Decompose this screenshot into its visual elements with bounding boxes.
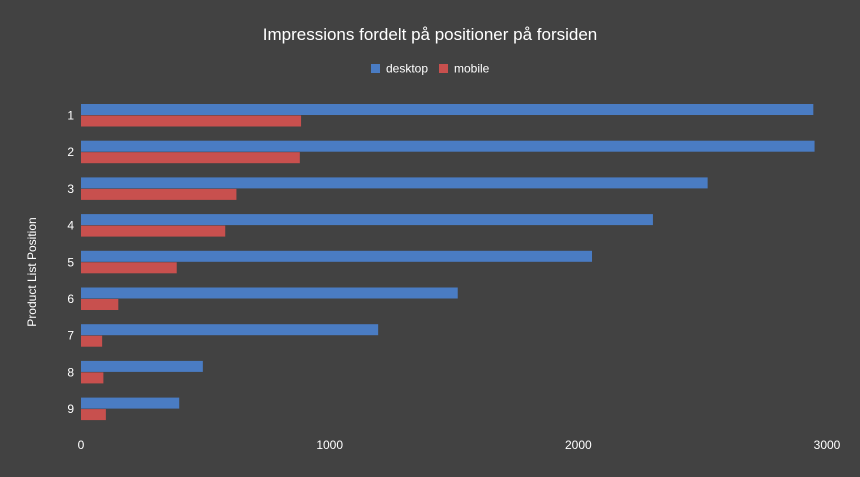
bars-group	[81, 104, 815, 421]
x-tick-label-2000: 2000	[565, 438, 592, 452]
bar-desktop-position-8	[81, 360, 203, 372]
bar-desktop-position-5	[81, 250, 593, 262]
bar-mobile-position-3	[81, 188, 237, 200]
legend-swatch-desktop	[371, 64, 380, 73]
legend-label-mobile: mobile	[454, 62, 490, 76]
bar-mobile-position-8	[81, 372, 104, 384]
y-tick-label-4: 4	[67, 219, 74, 233]
x-tick-label-1000: 1000	[316, 438, 343, 452]
bar-mobile-position-6	[81, 299, 119, 310]
y-tick-label-5: 5	[67, 255, 74, 269]
y-tick-label-7: 7	[67, 329, 74, 343]
legend-label-desktop: desktop	[386, 62, 428, 76]
bar-desktop-position-4	[81, 214, 653, 226]
bar-desktop-position-9	[81, 397, 180, 409]
y-tick-label-1: 1	[67, 109, 74, 123]
chart-title: Impressions fordelt på positioner på for…	[263, 25, 598, 44]
bar-mobile-position-7	[81, 335, 103, 347]
bar-mobile-position-9	[81, 409, 106, 421]
y-tick-labels: 1 2 3 4 5 6 7 8 9	[67, 109, 74, 417]
y-tick-label-6: 6	[67, 292, 74, 306]
y-tick-label-9: 9	[67, 402, 74, 416]
bar-mobile-position-2	[81, 152, 300, 164]
bar-mobile-position-4	[81, 225, 226, 237]
y-axis-title: Product List Position	[25, 217, 39, 326]
legend-swatch-mobile	[439, 64, 448, 73]
bar-mobile-position-5	[81, 262, 177, 274]
bar-mobile-position-1	[81, 115, 302, 127]
y-tick-label-2: 2	[67, 145, 74, 159]
bar-desktop-position-2	[81, 140, 815, 152]
x-tick-labels: 0 1000 2000 3000	[78, 438, 841, 452]
bar-desktop-position-6	[81, 287, 458, 299]
bar-desktop-position-3	[81, 177, 708, 189]
x-tick-label-3000: 3000	[814, 438, 841, 452]
bar-desktop-position-1	[81, 104, 814, 115]
y-tick-label-3: 3	[67, 182, 74, 196]
legend: desktop mobile	[371, 62, 490, 76]
bar-desktop-position-7	[81, 324, 379, 336]
y-tick-label-8: 8	[67, 365, 74, 379]
x-tick-label-0: 0	[78, 438, 85, 452]
